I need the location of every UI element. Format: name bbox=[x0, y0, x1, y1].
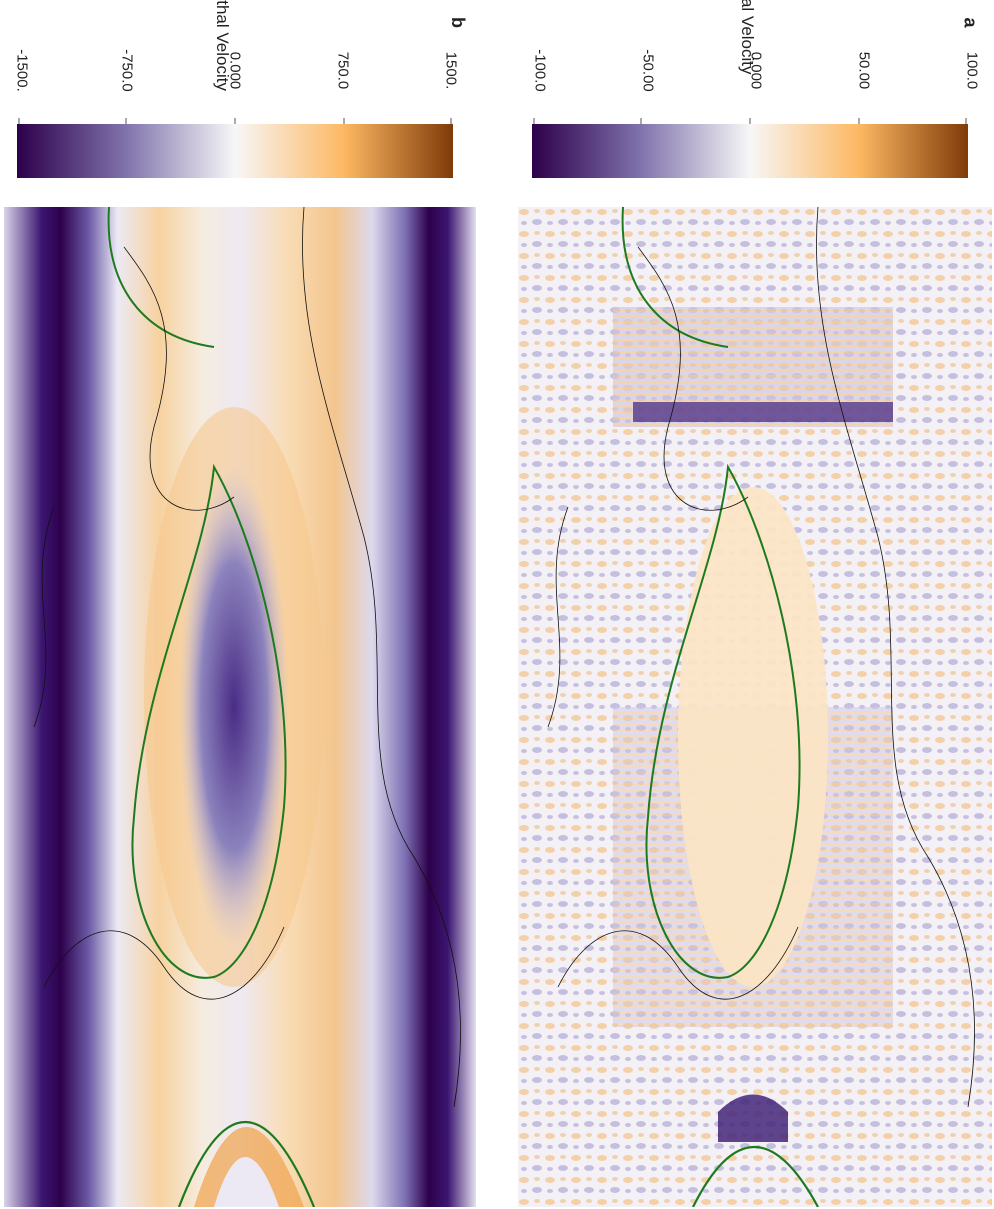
colorbar-tick-b-2: 0.000 bbox=[226, 51, 244, 90]
colorbar-tick-b-3: 750.0 bbox=[334, 51, 352, 90]
radial-velocity-field bbox=[518, 207, 992, 1207]
colorbar-tick-b-0: -1500. bbox=[13, 49, 31, 92]
radial-velocity-map bbox=[518, 207, 992, 1207]
colorbar-tick-a-2: 0.000 bbox=[747, 51, 765, 90]
colorbar-tick-b-1: -750.0 bbox=[118, 49, 136, 92]
colorbar-tick-a-3: 50.00 bbox=[855, 51, 873, 90]
colorbar-a bbox=[532, 118, 968, 178]
panel-letter-a: a bbox=[960, 17, 981, 28]
colorbar-tick-b-4: 1500. bbox=[442, 51, 460, 90]
azimuthal-velocity-map bbox=[4, 207, 476, 1207]
colorbar-b bbox=[17, 118, 453, 178]
azimuthal-velocity-field bbox=[4, 207, 476, 1207]
colorbar-tick-a-4: 100.0 bbox=[963, 51, 981, 90]
panel-letter-b: b bbox=[448, 17, 468, 28]
colorbar-tick-a-1: -50.00 bbox=[639, 49, 657, 92]
colorbar-tick-a-0: -100.0 bbox=[531, 49, 549, 92]
